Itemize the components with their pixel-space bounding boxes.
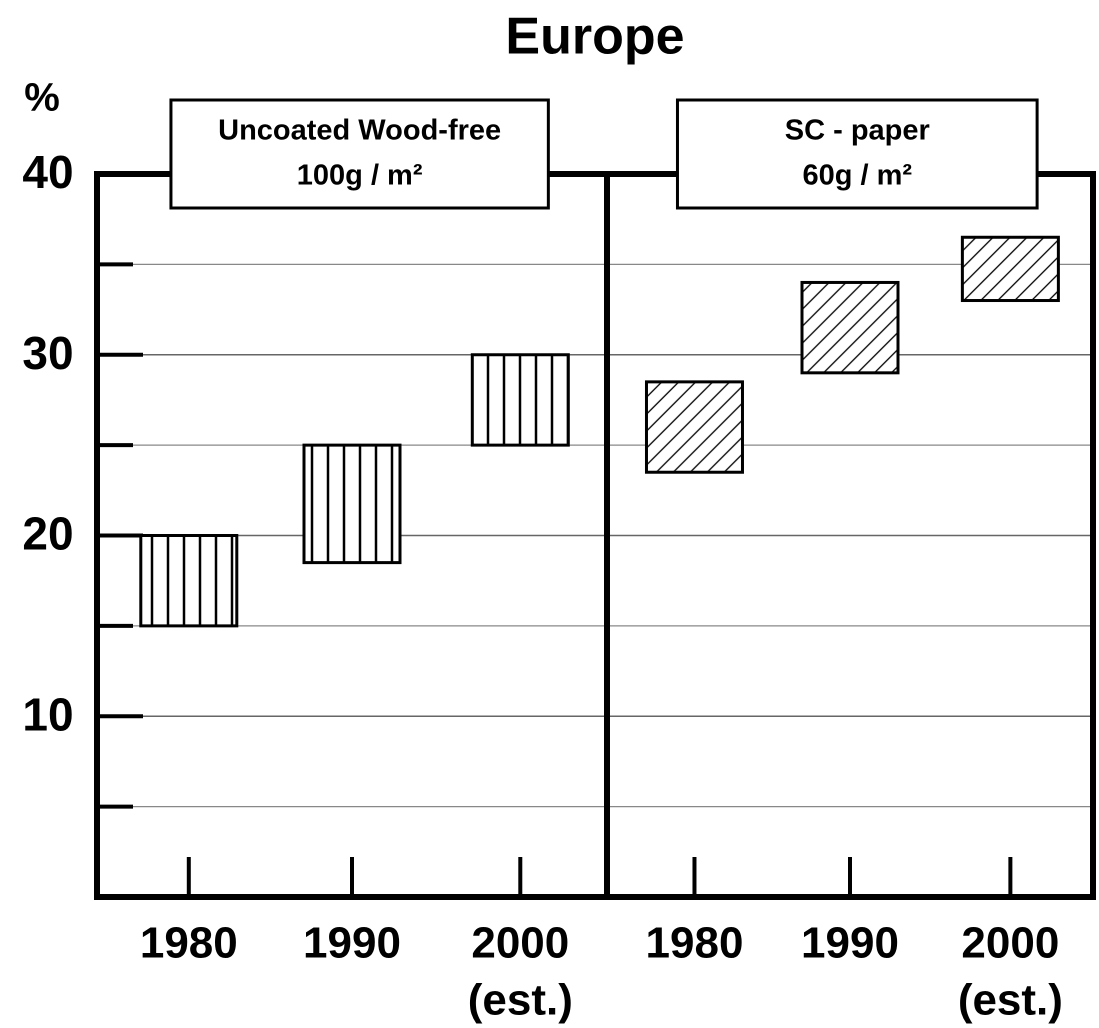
panel-title: SC - paper <box>785 115 930 147</box>
panel-title: 100g / m² <box>297 160 423 192</box>
panel-title-box <box>675 98 1039 210</box>
x-tick-label: 2000 <box>471 919 569 968</box>
panel-title: Uncoated Wood-free <box>218 115 501 147</box>
y-tick-label: 30 <box>22 327 73 379</box>
range-bar <box>960 235 1060 303</box>
range-bar <box>139 534 239 628</box>
y-axis-label: % <box>24 76 60 120</box>
x-tick-label: (est.) <box>958 976 1063 1025</box>
x-tick-label: 2000 <box>961 919 1059 968</box>
y-tick-label: 40 <box>22 146 73 198</box>
x-tick-label: 1990 <box>303 919 401 968</box>
range-bar <box>800 280 900 375</box>
x-tick-label: 1980 <box>140 919 238 968</box>
y-tick-label: 10 <box>22 688 73 740</box>
x-tick-label: (est.) <box>468 976 573 1025</box>
panel-title-box <box>169 98 550 210</box>
chart-title: Europe <box>505 8 684 66</box>
x-tick-label: 1990 <box>801 919 899 968</box>
x-tick-label: 1980 <box>646 919 744 968</box>
y-tick-label: 20 <box>22 508 73 560</box>
range-bar <box>302 443 402 565</box>
range-bar <box>470 353 570 447</box>
panel-title: 60g / m² <box>802 160 912 192</box>
range-bar <box>644 380 744 474</box>
